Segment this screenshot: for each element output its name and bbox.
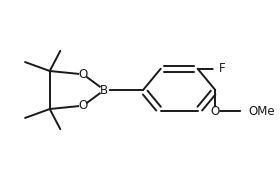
Text: F: F: [219, 62, 225, 75]
Circle shape: [100, 86, 108, 94]
Text: O: O: [79, 99, 88, 112]
Circle shape: [80, 71, 87, 78]
Circle shape: [80, 102, 87, 109]
Circle shape: [242, 106, 252, 117]
Text: OMe: OMe: [248, 105, 275, 118]
Text: O: O: [79, 68, 88, 81]
Circle shape: [214, 66, 220, 72]
Text: B: B: [100, 84, 108, 96]
Text: O: O: [211, 105, 220, 118]
Circle shape: [212, 108, 219, 115]
